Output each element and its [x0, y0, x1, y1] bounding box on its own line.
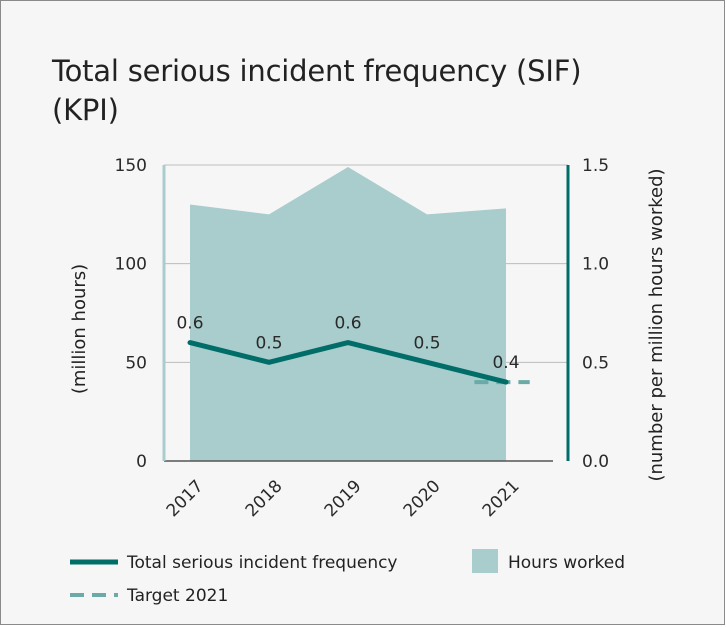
chart-title-line2: (KPI): [52, 93, 119, 127]
data-label-2018: 0.5: [255, 333, 282, 353]
x-tick-label-2019: 2019: [321, 476, 366, 521]
right-tick-label: 0.5: [582, 353, 609, 373]
left-axis-title: (million hours): [69, 264, 90, 394]
right-tick-label: 1.5: [582, 156, 609, 176]
left-tick-label: 50: [125, 353, 147, 373]
left-tick-label: 150: [115, 156, 147, 176]
chart-title-line1: Total serious incident frequency (SIF): [52, 54, 582, 88]
data-label-2021: 0.4: [492, 353, 519, 373]
left-tick-label: 0: [136, 452, 147, 472]
x-tick-label-2018: 2018: [242, 476, 287, 521]
hours-worked-area: [190, 166, 506, 461]
x-tick-label-2021: 2021: [479, 476, 524, 521]
x-tick-label-2017: 2017: [163, 476, 208, 521]
data-label-2020: 0.5: [413, 333, 440, 353]
right-axis-title: (number per million hours worked): [646, 168, 667, 481]
sif-line: [187, 340, 509, 385]
right-tick-label: 1.0: [582, 255, 609, 275]
legend-hours-swatch: [472, 549, 498, 573]
data-label-2017: 0.6: [176, 314, 203, 334]
x-tick-label-2020: 2020: [400, 476, 445, 521]
legend-sif-label: Total serious incident frequency: [126, 553, 398, 573]
data-label-2019: 0.6: [334, 314, 361, 334]
right-tick-label: 0.0: [582, 452, 609, 472]
legend-target-label: Target 2021: [126, 586, 228, 606]
legend-hours-label: Hours worked: [508, 553, 625, 573]
left-tick-label: 100: [115, 255, 147, 275]
